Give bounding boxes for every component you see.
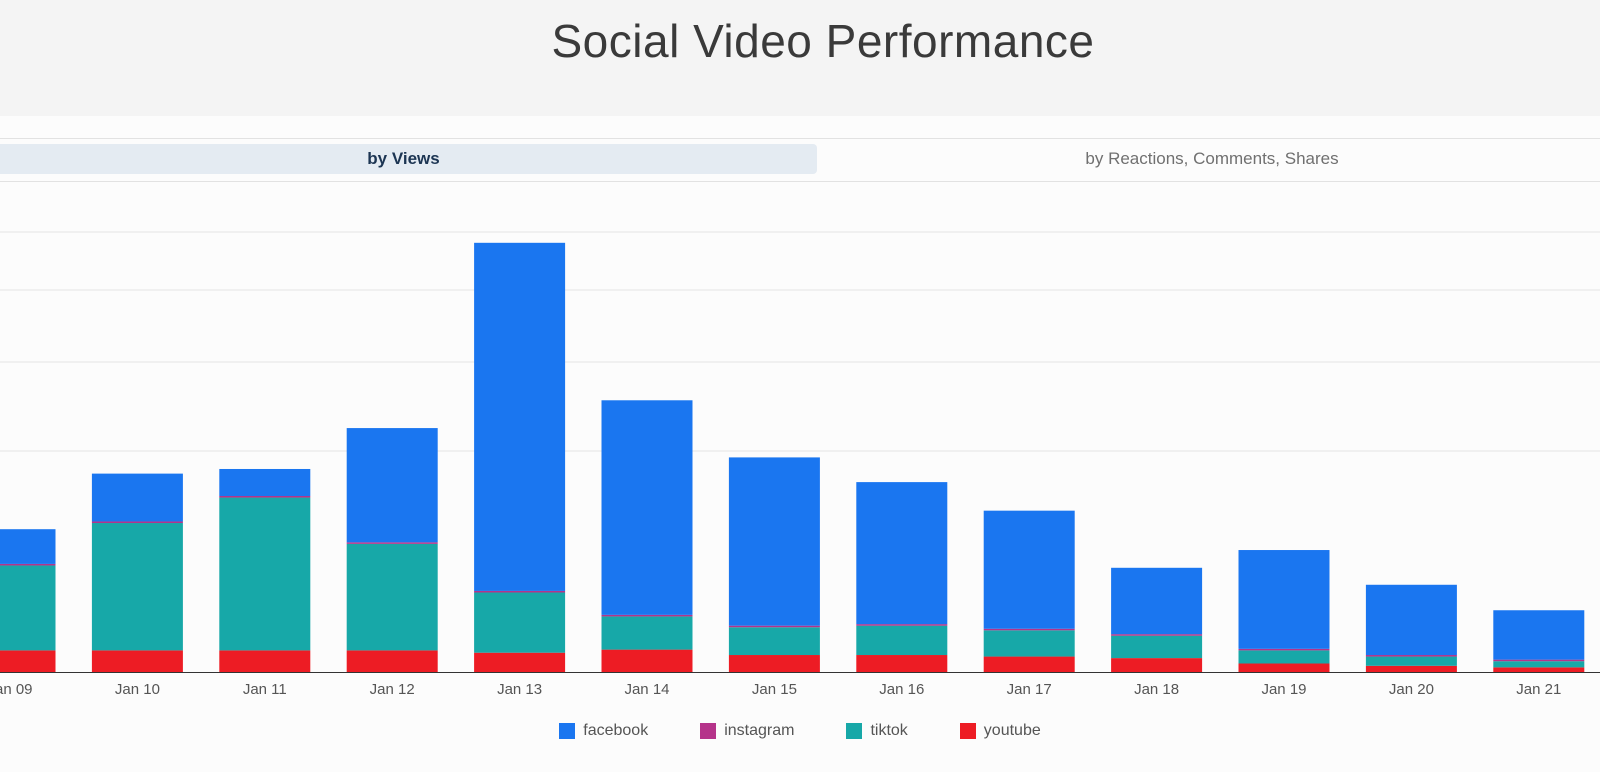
bar-tiktok-jan-20[interactable] [1365,656,1457,666]
legend-item-instagram[interactable]: instagram [700,722,794,740]
bar-facebook-jan-11[interactable] [219,468,311,496]
x-tick-label: Jan 18 [1134,681,1179,698]
bar-instagram-jan-13[interactable] [474,590,566,593]
bar-instagram-jan-21[interactable] [1493,659,1585,662]
bar-instagram-jan-12[interactable] [346,542,438,544]
legend-item-youtube[interactable]: youtube [959,722,1041,740]
bar-tiktok-jan-15[interactable] [728,627,820,656]
bar-tiktok-jan-09[interactable] [0,565,56,651]
bar-facebook-jan-14[interactable] [601,400,693,615]
legend-label-youtube: youtube [983,722,1041,739]
x-tick-label: Jan 14 [624,681,669,698]
page-title: Social Video Performance [551,15,1095,67]
bar-youtube-jan-21[interactable] [1493,667,1585,672]
bar-instagram-jan-20[interactable] [1365,655,1457,657]
bar-tiktok-jan-18[interactable] [1111,635,1203,659]
bar-youtube-jan-13[interactable] [474,652,566,672]
bar-tiktok-jan-10[interactable] [91,523,183,651]
bar-youtube-jan-20[interactable] [1365,665,1457,672]
bar-facebook-jan-13[interactable] [474,242,566,591]
x-tick-label: Jan 16 [879,681,924,698]
bar-youtube-jan-10[interactable] [91,650,183,672]
bar-youtube-jan-11[interactable] [219,650,311,672]
x-tick-label: Jan 17 [1007,681,1052,698]
bar-tiktok-jan-11[interactable] [219,497,311,651]
bar-tiktok-jan-17[interactable] [983,630,1075,657]
bar-instagram-jan-09[interactable] [0,563,56,566]
bar-facebook-jan-15[interactable] [728,457,820,626]
bar-facebook-jan-19[interactable] [1238,550,1330,649]
legend-swatch-youtube [959,723,976,739]
bar-tiktok-jan-13[interactable] [474,592,566,653]
legend-label-tiktok: tiktok [870,722,908,739]
bar-facebook-jan-12[interactable] [346,428,438,543]
header: Social Video Performance [0,0,1600,116]
bar-youtube-jan-18[interactable] [1111,658,1203,672]
x-tick-label: Jan 09 [0,681,33,698]
legend: facebook instagram tiktok youtube [0,722,1600,740]
bar-instagram-jan-10[interactable] [91,521,183,524]
bar-instagram-jan-17[interactable] [983,628,1075,631]
bar-instagram-jan-15[interactable] [728,625,820,628]
bar-youtube-jan-19[interactable] [1238,663,1330,672]
legend-label-instagram: instagram [724,722,795,739]
legend-swatch-instagram [700,723,717,739]
bar-youtube-jan-09[interactable] [0,650,56,672]
bar-facebook-jan-21[interactable] [1493,610,1585,660]
bar-tiktok-jan-21[interactable] [1493,661,1585,668]
bar-facebook-jan-17[interactable] [983,510,1075,629]
legend-item-tiktok[interactable]: tiktok [846,722,908,740]
bar-instagram-jan-18[interactable] [1111,634,1203,636]
bar-tiktok-jan-12[interactable] [346,543,438,651]
bar-youtube-jan-15[interactable] [728,655,820,672]
bar-instagram-jan-11[interactable] [219,496,311,498]
bar-facebook-jan-20[interactable] [1365,584,1457,656]
legend-swatch-tiktok [846,723,863,739]
tab-by-reactions-comments-shares[interactable]: by Reactions, Comments, Shares [1085,149,1339,168]
bar-youtube-jan-17[interactable] [983,656,1075,672]
bar-instagram-jan-16[interactable] [856,624,948,626]
bar-facebook-jan-18[interactable] [1111,567,1203,635]
bar-instagram-jan-19[interactable] [1238,648,1330,651]
x-tick-label: Jan 11 [243,681,287,698]
x-tick-label: Jan 21 [1516,681,1561,698]
bar-tiktok-jan-16[interactable] [856,625,948,656]
bar-youtube-jan-12[interactable] [346,650,438,672]
legend-item-facebook[interactable]: facebook [559,722,648,740]
x-tick-label: Jan 15 [752,681,797,698]
bar-tiktok-jan-14[interactable] [601,616,693,650]
bar-instagram-jan-14[interactable] [601,614,693,617]
tab-by-views[interactable]: by Views [0,144,817,174]
tab-bar: by Views by Reactions, Comments, Shares [0,138,1600,182]
x-tick-label: Jan 10 [115,681,160,698]
bar-facebook-jan-09[interactable] [0,529,56,564]
bar-tiktok-jan-19[interactable] [1238,650,1330,664]
legend-label-facebook: facebook [583,722,649,739]
bar-youtube-jan-14[interactable] [601,649,693,672]
bar-facebook-jan-10[interactable] [91,473,183,522]
bar-facebook-jan-16[interactable] [856,482,948,625]
x-tick-label: Jan 12 [370,681,415,698]
x-tick-label: Jan 19 [1261,681,1306,698]
x-tick-label: Jan 13 [497,681,542,698]
x-tick-label: Jan 20 [1389,681,1434,698]
bar-youtube-jan-16[interactable] [856,655,948,672]
legend-swatch-facebook [559,723,576,739]
